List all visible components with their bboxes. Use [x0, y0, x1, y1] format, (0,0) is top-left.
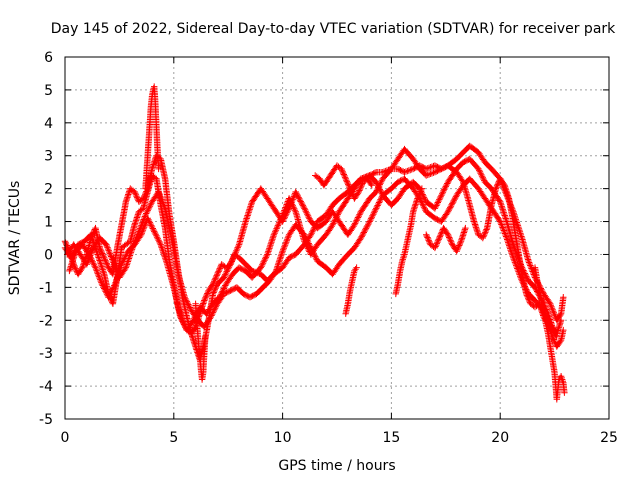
y-tick-label: 5 [44, 83, 53, 99]
series-fragment-17h [423, 225, 469, 255]
data-marker-trace [423, 225, 469, 255]
y-tick-label: -1 [39, 280, 53, 296]
plot-border [65, 57, 609, 419]
x-tick-label: 10 [274, 430, 292, 446]
x-tick-label: 5 [169, 430, 178, 446]
x-tick-label: 20 [491, 430, 509, 446]
data-markers [62, 83, 568, 402]
x-tick-label: 0 [61, 430, 70, 446]
y-tick-label: 2 [44, 182, 53, 198]
x-tick-label: 15 [382, 430, 400, 446]
data-marker-trace [343, 264, 360, 317]
y-axis-label: SDTVAR / TECUs [7, 181, 23, 296]
data-marker-trace [66, 156, 564, 337]
x-tick-label: 25 [600, 430, 618, 446]
y-tick-label: 6 [44, 50, 53, 66]
x-axis-label: GPS time / hours [278, 458, 395, 474]
y-tick-label: -2 [39, 313, 53, 329]
grid [65, 57, 609, 419]
y-tick-label: 3 [44, 149, 53, 165]
y-tick-label: 4 [44, 116, 53, 132]
y-tick-label: 1 [44, 215, 53, 231]
y-tick-label: -3 [39, 346, 53, 362]
ticks: 0 5 10 15 20 25 -5 -4 -3 -2 -1 0 1 2 3 4 5 6 [39, 50, 618, 446]
chart-title: Day 145 of 2022, Sidereal Day-to-day VTE… [51, 21, 616, 37]
y-tick-label: -4 [39, 379, 53, 395]
series-fragment-13h [343, 264, 360, 317]
series-track-3 [66, 156, 564, 337]
y-tick-label: 0 [44, 247, 53, 263]
y-tick-label: -5 [39, 412, 53, 428]
